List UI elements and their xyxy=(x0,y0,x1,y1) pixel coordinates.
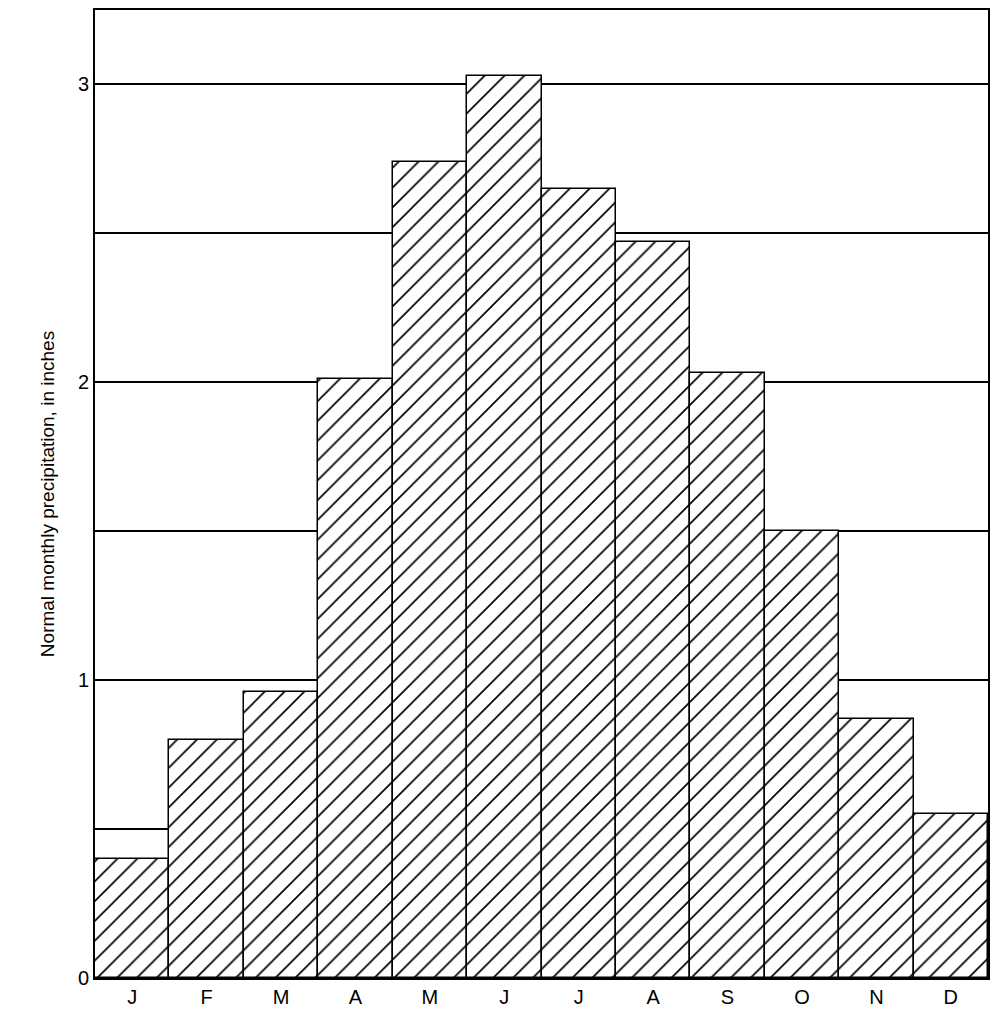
svg-text:F: F xyxy=(201,986,213,1008)
svg-text:O: O xyxy=(794,986,810,1008)
svg-text:J: J xyxy=(574,986,584,1008)
svg-text:0: 0 xyxy=(78,967,89,989)
svg-text:J: J xyxy=(499,986,509,1008)
svg-text:A: A xyxy=(349,986,363,1008)
svg-text:3: 3 xyxy=(78,73,89,95)
svg-text:Normal monthly precipitation,: Normal monthly precipitation, in inches xyxy=(37,331,58,657)
svg-text:D: D xyxy=(944,986,958,1008)
svg-text:S: S xyxy=(721,986,734,1008)
svg-text:1: 1 xyxy=(78,669,89,691)
svg-text:M: M xyxy=(422,986,439,1008)
svg-text:2: 2 xyxy=(78,371,89,393)
svg-text:M: M xyxy=(273,986,290,1008)
svg-text:A: A xyxy=(646,986,660,1008)
svg-text:J: J xyxy=(127,986,137,1008)
svg-text:N: N xyxy=(869,986,883,1008)
